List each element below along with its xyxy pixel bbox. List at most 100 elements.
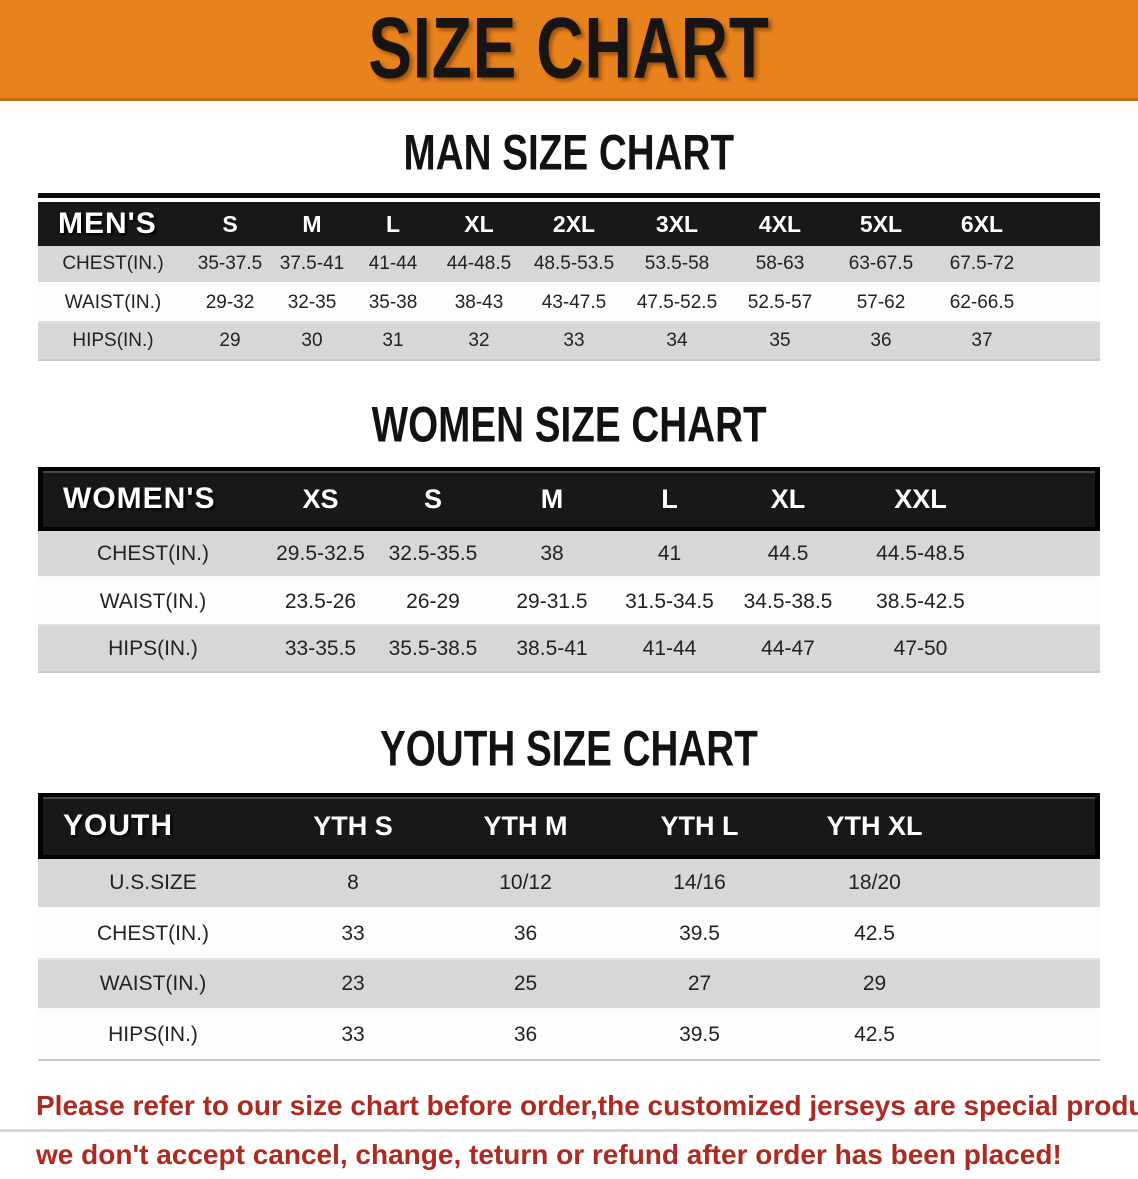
column-header-6xl: 6XL	[932, 202, 1032, 246]
size-value-cell: 38.5-41	[493, 626, 611, 673]
size-value-cell: 33	[268, 910, 438, 960]
men-size-table-zone: MEN'S S M L XL 2XL 3XL 4XL 5XL 6XL CHEST(IN.) 35-37…	[38, 193, 1100, 361]
table-top-rule	[38, 193, 1100, 198]
size-value-cell: 31.5-34.5	[611, 579, 728, 626]
filler-cell	[963, 1011, 1100, 1061]
column-header-l: L	[352, 202, 434, 246]
table-row-hips-in-: HIPS(IN.) 29 30 31 32 33 34 35 36 37	[38, 323, 1100, 361]
filler-cell	[963, 960, 1100, 1011]
size-value-cell: 41-44	[352, 246, 434, 285]
column-header-xs: XS	[268, 467, 373, 531]
filler-cell	[993, 626, 1100, 673]
size-value-cell: 44-48.5	[434, 246, 524, 285]
size-value-cell: 14/16	[613, 859, 786, 910]
group-label-youth: YOUTH	[38, 793, 268, 859]
size-value-cell: 33	[524, 323, 624, 361]
filler-cell	[963, 793, 1100, 859]
size-value-cell: 34	[624, 323, 730, 361]
column-header-m: M	[272, 202, 352, 246]
size-value-cell: 47.5-52.5	[624, 285, 730, 323]
group-label-women: WOMEN'S	[38, 467, 268, 531]
filler-cell	[993, 531, 1100, 579]
size-value-cell: 57-62	[830, 285, 932, 323]
filler-cell	[1032, 285, 1100, 323]
size-value-cell: 32	[434, 323, 524, 361]
column-header-2xl: 2XL	[524, 202, 624, 246]
size-value-cell: 10/12	[438, 859, 613, 910]
size-value-cell: 43-47.5	[524, 285, 624, 323]
size-value-cell: 37.5-41	[272, 246, 352, 285]
size-value-cell: 53.5-58	[624, 246, 730, 285]
table-row-waist-in-: WAIST(IN.) 23.5-26 26-29 29-31.5 31.5-34.5 34…	[38, 579, 1100, 626]
size-value-cell: 39.5	[613, 1011, 786, 1061]
table-header-row: MEN'S S M L XL 2XL 3XL 4XL 5XL 6XL	[38, 202, 1100, 246]
size-value-cell: 36	[438, 910, 613, 960]
disclaimer-line-2: we don't accept cancel, change, teturn o…	[36, 1139, 1062, 1170]
size-value-cell: 48.5-53.5	[524, 246, 624, 285]
size-value-cell: 35.5-38.5	[373, 626, 493, 673]
filler-cell	[993, 579, 1100, 626]
table-row-waist-in-: WAIST(IN.) 23 25 27 29	[38, 960, 1100, 1011]
table-header-row: WOMEN'S XS S M L XL XXL	[38, 467, 1100, 531]
size-value-cell: 41	[611, 531, 728, 579]
youth-section-title: YOUTH SIZE CHART	[380, 719, 758, 777]
table-row-chest-in-: CHEST(IN.) 35-37.5 37.5-41 41-44 44-48.5 48.5…	[38, 246, 1100, 285]
size-chart-banner: SIZE CHART	[0, 0, 1138, 101]
size-value-cell: 35-37.5	[188, 246, 272, 285]
size-value-cell: 29.5-32.5	[268, 531, 373, 579]
row-label: HIPS(IN.)	[38, 323, 188, 361]
filler-cell	[963, 910, 1100, 960]
row-label: WAIST(IN.)	[38, 285, 188, 323]
column-header-m: M	[493, 467, 611, 531]
column-header-s: S	[373, 467, 493, 531]
column-header-xl: XL	[728, 467, 848, 531]
size-value-cell: 29-32	[188, 285, 272, 323]
column-header-5xl: 5XL	[830, 202, 932, 246]
column-header-yth-xl: YTH XL	[786, 793, 963, 859]
column-header-4xl: 4XL	[730, 202, 830, 246]
size-value-cell: 44.5	[728, 531, 848, 579]
table-header-row: YOUTH YTH S YTH M YTH L YTH XL	[38, 793, 1100, 859]
size-value-cell: 36	[438, 1011, 613, 1061]
size-value-cell: 41-44	[611, 626, 728, 673]
size-value-cell: 29-31.5	[493, 579, 611, 626]
row-label: U.S.SIZE	[38, 859, 268, 910]
column-header-yth-m: YTH M	[438, 793, 613, 859]
size-value-cell: 34.5-38.5	[728, 579, 848, 626]
size-value-cell: 37	[932, 323, 1032, 361]
size-value-cell: 42.5	[786, 1011, 963, 1061]
size-value-cell: 35	[730, 323, 830, 361]
disclaimer-line-1: Please refer to our size chart before or…	[36, 1090, 1138, 1121]
table-row-hips-in-: HIPS(IN.) 33 36 39.5 42.5	[38, 1011, 1100, 1061]
size-value-cell: 27	[613, 960, 786, 1011]
row-label: WAIST(IN.)	[38, 960, 268, 1011]
filler-cell	[1032, 323, 1100, 361]
size-value-cell: 23	[268, 960, 438, 1011]
column-header-l: L	[611, 467, 728, 531]
table-row-hips-in-: HIPS(IN.) 33-35.5 35.5-38.5 38.5-41 41-44 44-…	[38, 626, 1100, 673]
size-value-cell: 39.5	[613, 910, 786, 960]
size-value-cell: 25	[438, 960, 613, 1011]
women-size-table-zone: WOMEN'S XS S M L XL XXL CHEST(IN.) 29.5-32.5 32.5…	[38, 467, 1100, 673]
men-section-title: MAN SIZE CHART	[403, 123, 735, 181]
size-value-cell: 47-50	[848, 626, 993, 673]
table-row-waist-in-: WAIST(IN.) 29-32 32-35 35-38 38-43 43-47.5 47.…	[38, 285, 1100, 323]
row-label: CHEST(IN.)	[38, 531, 268, 579]
size-table-men: MEN'S S M L XL 2XL 3XL 4XL 5XL 6XL CHEST(IN.) 35-37…	[38, 202, 1100, 361]
size-value-cell: 31	[352, 323, 434, 361]
row-label: CHEST(IN.)	[38, 246, 188, 285]
size-value-cell: 38	[493, 531, 611, 579]
youth-size-table-zone: YOUTH YTH S YTH M YTH L YTH XL U.S.SIZE 8 10/12…	[38, 793, 1100, 1061]
column-header-s: S	[188, 202, 272, 246]
filler-cell	[963, 859, 1100, 910]
size-value-cell: 33	[268, 1011, 438, 1061]
size-value-cell: 32-35	[272, 285, 352, 323]
size-value-cell: 44-47	[728, 626, 848, 673]
size-value-cell: 29	[786, 960, 963, 1011]
size-value-cell: 42.5	[786, 910, 963, 960]
size-value-cell: 29	[188, 323, 272, 361]
row-label: CHEST(IN.)	[38, 910, 268, 960]
column-header-yth-l: YTH L	[613, 793, 786, 859]
size-value-cell: 63-67.5	[830, 246, 932, 285]
size-value-cell: 23.5-26	[268, 579, 373, 626]
